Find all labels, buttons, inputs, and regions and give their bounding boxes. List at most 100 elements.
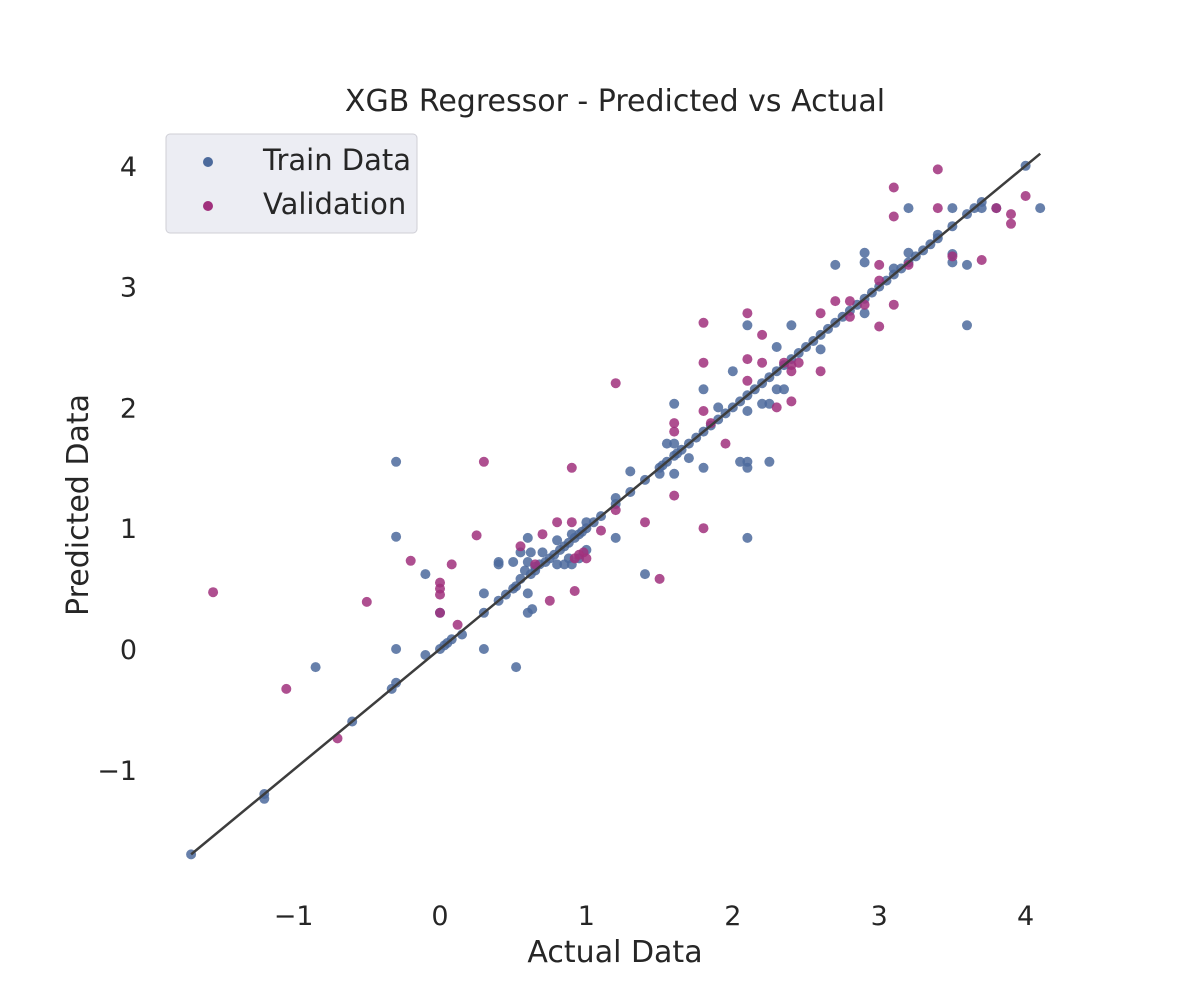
train-point	[640, 569, 650, 580]
validation-point	[478, 456, 489, 467]
x-tick-label: −1	[274, 901, 314, 932]
validation-point	[903, 259, 914, 270]
train-point	[625, 466, 636, 477]
train-point	[742, 406, 753, 416]
train-point	[527, 604, 538, 615]
validation-point	[815, 366, 826, 377]
validation-point	[596, 525, 606, 536]
train-point	[391, 677, 402, 688]
train-point	[735, 456, 746, 467]
chart-title: XGB Regressor - Predicted vs Actual	[345, 84, 885, 119]
x-tick-label: 1	[578, 901, 595, 932]
train-point	[537, 547, 548, 558]
validation-point	[888, 182, 899, 193]
validation-point	[281, 683, 292, 694]
train-point	[962, 259, 972, 270]
x-tick-labels: −1 0 1 2 3 4	[274, 901, 1034, 932]
train-point	[669, 398, 680, 409]
validation-point	[698, 406, 709, 416]
y-tick-label: −1	[97, 756, 137, 787]
x-tick-label: 2	[724, 901, 741, 932]
train-point	[786, 320, 797, 331]
validation-point	[793, 357, 804, 368]
train-point	[713, 402, 724, 413]
train-point	[779, 384, 789, 395]
validation-point	[208, 587, 219, 598]
x-tick-label: 4	[1017, 901, 1034, 932]
train-point	[962, 320, 972, 331]
validation-point	[757, 357, 768, 368]
train-point	[742, 532, 753, 543]
y-tick-labels: −1 0 1 2 3 4	[97, 152, 137, 787]
train-point	[522, 532, 533, 543]
train-point	[859, 247, 870, 258]
validation-point	[452, 619, 463, 630]
y-tick-label: 4	[120, 152, 137, 183]
train-point	[478, 644, 489, 654]
validation-point	[569, 586, 580, 596]
train-point	[610, 532, 621, 543]
train-point	[511, 662, 522, 673]
train-point	[391, 644, 402, 654]
train-point	[661, 438, 672, 449]
validation-point	[669, 490, 680, 501]
legend-box	[165, 133, 418, 234]
x-axis-label: Actual Data	[527, 935, 702, 970]
train-point	[478, 588, 489, 599]
legend-train-label: Train Data	[262, 143, 411, 177]
validation-point	[705, 418, 716, 429]
y-tick-label: 2	[120, 393, 137, 424]
train-point	[420, 569, 431, 580]
legend-train-marker	[203, 157, 213, 167]
train-point	[727, 366, 738, 377]
validation-point	[405, 555, 416, 566]
train-point	[669, 438, 680, 449]
train-point	[859, 257, 870, 268]
validation-point	[874, 259, 885, 270]
validation-point	[566, 462, 577, 473]
train-point	[764, 456, 775, 467]
train-point	[391, 531, 402, 542]
validation-point	[1006, 218, 1016, 229]
train-point	[815, 344, 826, 355]
train-point	[771, 342, 782, 352]
validation-point	[1020, 191, 1031, 201]
legend-validation-marker	[203, 201, 213, 211]
validation-point	[874, 321, 885, 332]
train-point	[493, 557, 504, 567]
validation-point	[435, 607, 445, 618]
train-point	[391, 456, 402, 467]
validation-point	[435, 589, 445, 600]
validation-point	[976, 255, 987, 265]
validation-point	[830, 296, 841, 307]
validation-point	[566, 517, 577, 528]
y-tick-label: 0	[120, 635, 137, 666]
validation-point	[720, 438, 731, 449]
train-point	[742, 456, 753, 467]
train-point	[903, 203, 914, 214]
validation-point	[669, 418, 680, 429]
train-point	[669, 468, 680, 479]
train-point	[525, 547, 536, 558]
validation-point	[471, 530, 482, 541]
validation-point	[771, 402, 782, 413]
validation-point	[844, 296, 855, 307]
train-point	[698, 462, 709, 473]
train-point	[859, 308, 870, 319]
validation-point	[361, 596, 372, 607]
validation-point	[888, 211, 899, 222]
validation-point	[669, 426, 680, 437]
train-point	[771, 384, 782, 395]
validation-point	[932, 203, 943, 214]
x-tick-label: 3	[871, 901, 888, 932]
train-point	[757, 398, 768, 409]
y-tick-label: 3	[120, 273, 137, 304]
validation-point	[947, 251, 958, 262]
train-point	[552, 535, 563, 546]
reference-line	[190, 152, 1042, 856]
validation-point	[581, 553, 592, 564]
validation-point	[640, 517, 650, 528]
validation-point	[742, 308, 753, 319]
validation-point	[552, 517, 563, 528]
